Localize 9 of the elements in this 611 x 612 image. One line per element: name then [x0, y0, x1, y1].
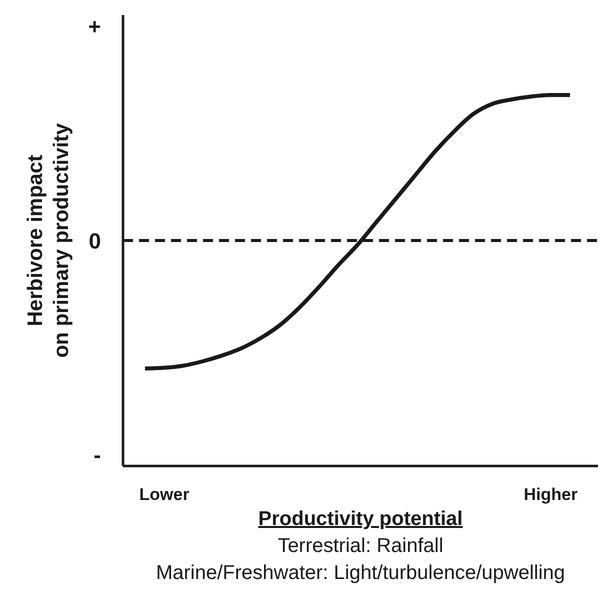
text: - [94, 442, 101, 468]
text: 0 [88, 228, 101, 254]
text: Marine/Freshwater: Light/turbulence/upwelling [154, 562, 566, 585]
y-axis-title: Herbivore impact on primary productivity [24, 122, 73, 358]
x-tick-label: Lower [139, 485, 190, 504]
x-axis-title: Productivity potential [257, 508, 464, 531]
x-tick-label: Higher [524, 485, 578, 504]
text: Terrestrial: Rainfall [276, 535, 444, 558]
text: + [88, 14, 101, 40]
